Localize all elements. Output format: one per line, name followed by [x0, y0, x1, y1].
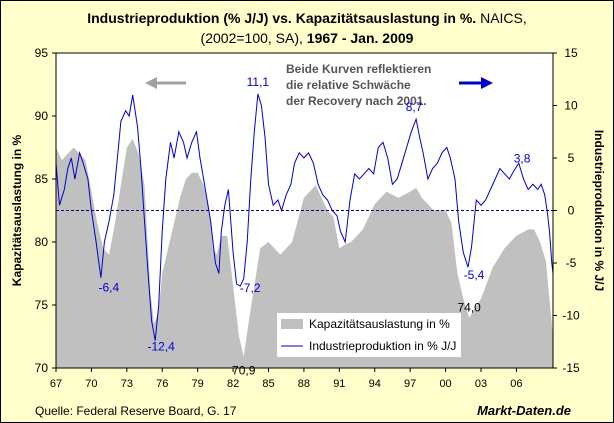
chart-title: Industrieproduktion (% J/J) vs. Kapazitä… [87, 10, 527, 26]
y-left-axis-title: Kapazitätsauslastung in % [10, 134, 24, 286]
data-label: -7,2 [240, 281, 261, 295]
series-area-kapazitaetsauslastung [56, 138, 553, 368]
y-right-tick-label: -5 [566, 256, 577, 270]
legend-label: Kapazitätsauslastung in % [309, 317, 450, 331]
series-line-industrieproduktion [55, 93, 554, 341]
x-tick-label: 00 [439, 378, 451, 390]
data-label: 3,8 [514, 152, 531, 166]
x-tick-label: 97 [404, 378, 416, 390]
x-tick-label: 82 [227, 378, 239, 390]
x-tick-label: 03 [475, 378, 487, 390]
legend-box [277, 313, 461, 357]
y-left-tick-label: 70 [35, 361, 49, 375]
note-text-line: der Recovery nach 2001. [286, 94, 427, 108]
y-right-tick-label: 15 [564, 46, 578, 60]
chart-subtitle-part: (2002=100, SA), [201, 30, 307, 46]
chart-subtitle-part: 1967 - Jan. 2009 [307, 30, 414, 46]
note-text-line: die relative Schwäche [286, 78, 411, 92]
data-label: 11,1 [247, 75, 270, 89]
data-label: -6,4 [99, 281, 120, 295]
data-label: -5,4 [464, 268, 485, 282]
data-label: 74,0 [458, 301, 482, 315]
data-label: 8,7 [406, 100, 423, 114]
note-text-line: Beide Kurven reflektieren [286, 62, 431, 76]
x-tick-label: 79 [192, 378, 204, 390]
legend: Kapazitätsauslastung in % Industrieproduk… [277, 313, 461, 357]
x-tick-label: 85 [262, 378, 274, 390]
x-tick-label: 67 [50, 378, 62, 390]
data-label: -12,4 [147, 340, 175, 354]
x-tick-label: 94 [369, 378, 381, 390]
y-right-tick-label: 5 [568, 151, 575, 165]
x-tick-label: 70 [85, 378, 97, 390]
grey-arrow-left-head [145, 77, 157, 89]
brand-label: Markt-Daten.de [477, 403, 571, 418]
legend-swatch-area [281, 319, 303, 329]
x-tick-label: 91 [333, 378, 345, 390]
source-note: Quelle: Federal Reserve Board, G. 17 [35, 404, 237, 418]
y-right-tick-label: -15 [562, 361, 580, 375]
y-left-tick-label: 80 [35, 235, 49, 249]
data-label: 70,9 [232, 364, 256, 378]
y-left-tick-label: 85 [35, 172, 49, 186]
y-left-tick-label: 75 [35, 298, 49, 312]
chart-title-part: NAICS, [476, 10, 527, 26]
x-tick-label: 76 [156, 378, 168, 390]
y-left-tick-label: 90 [35, 109, 49, 123]
y-right-tick-label: 0 [568, 204, 575, 218]
y-right-axis-title: Industrieproduktion in % J/J [592, 130, 606, 291]
legend-label: Industrieproduktion in % J/J [309, 339, 456, 353]
y-right-tick-label: -10 [562, 309, 580, 323]
y-left-tick-label: 95 [35, 46, 49, 60]
chart-title-part: Industrieproduktion (% J/J) vs. Kapazitä… [87, 10, 476, 26]
x-tick-label: 06 [510, 378, 522, 390]
x-tick-label: 88 [298, 378, 310, 390]
blue-arrow-right-head [481, 77, 493, 89]
chart-subtitle: (2002=100, SA), 1967 - Jan. 2009 [201, 30, 414, 46]
y-right-tick-label: 10 [564, 99, 578, 113]
x-tick-label: 73 [121, 378, 133, 390]
